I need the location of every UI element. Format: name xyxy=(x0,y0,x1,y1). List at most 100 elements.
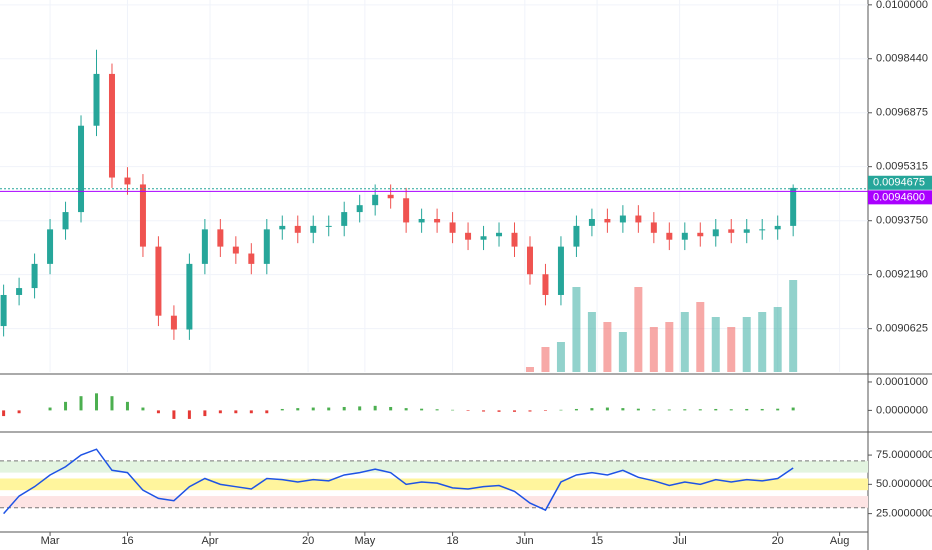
candle-body xyxy=(0,294,7,327)
x-tick-label: Mar xyxy=(41,535,60,547)
candle-body xyxy=(604,218,611,223)
histogram-bar xyxy=(17,410,21,414)
x-tick-label: Aug xyxy=(830,535,850,547)
volume-bar xyxy=(680,312,689,372)
volume-bar xyxy=(649,327,658,372)
histogram-bar xyxy=(280,408,284,411)
histogram-bar xyxy=(373,405,377,411)
volume-bar xyxy=(742,317,751,372)
y-tick-label: 0.0098440 xyxy=(876,53,928,65)
candle-body xyxy=(16,288,23,295)
histogram-bar xyxy=(249,410,253,414)
x-tick-label: 15 xyxy=(591,535,603,547)
volume-bar xyxy=(634,287,643,372)
candle-body xyxy=(62,212,69,230)
histogram-bar xyxy=(187,410,191,419)
x-tick-label: 16 xyxy=(121,535,133,547)
histogram-bar xyxy=(358,406,362,411)
candle-body xyxy=(403,198,410,223)
candle-body xyxy=(418,218,425,223)
x-tick-label: May xyxy=(354,535,375,547)
candle-body xyxy=(232,246,239,254)
histogram-bar xyxy=(776,408,780,411)
candle-body xyxy=(341,212,348,226)
candle-body xyxy=(697,232,704,237)
histogram-bar xyxy=(590,408,594,411)
histogram-bar xyxy=(435,409,439,411)
histogram-bar xyxy=(528,410,532,412)
candle-body xyxy=(728,229,735,233)
histogram-bar xyxy=(404,408,408,411)
histogram-bar xyxy=(497,410,501,412)
y-tick-label: 25.0000000 xyxy=(876,508,932,520)
histogram-bar xyxy=(125,401,129,411)
y-tick-label: 0.0001000 xyxy=(876,376,928,388)
x-tick-label: 20 xyxy=(772,535,784,547)
candle-body xyxy=(217,229,224,247)
candle-body xyxy=(356,205,363,213)
volume-bar xyxy=(711,317,720,372)
histogram-bar xyxy=(559,409,563,411)
volume-bar xyxy=(587,312,596,372)
histogram-bar xyxy=(451,409,455,411)
y-tick-label: 50.0000000 xyxy=(876,478,932,490)
histogram-bar xyxy=(760,408,764,411)
x-tick-label: 18 xyxy=(446,535,458,547)
candle-body xyxy=(465,232,472,240)
candle-body xyxy=(774,225,781,230)
candle-body xyxy=(712,229,719,237)
histogram-bar xyxy=(2,410,6,417)
histogram-bar xyxy=(203,410,207,417)
candle-body xyxy=(372,194,379,206)
y-tick-label: 0.0100000 xyxy=(876,0,928,11)
histogram-bar xyxy=(265,410,269,414)
candle-body xyxy=(759,229,766,231)
volume-bar xyxy=(541,347,550,372)
candle-body xyxy=(186,263,193,330)
histogram-bar xyxy=(64,401,68,411)
candle-body xyxy=(124,177,131,185)
volume-bar xyxy=(618,332,627,372)
candle-body xyxy=(666,232,673,240)
volume-bar xyxy=(758,312,767,372)
histogram-bar xyxy=(311,407,315,411)
candle-body xyxy=(325,225,332,227)
candle-body xyxy=(78,125,85,213)
candle-body xyxy=(279,225,286,230)
volume-bar xyxy=(727,327,736,372)
histogram-bar xyxy=(234,410,238,414)
candle-body xyxy=(573,225,580,247)
price-tag xyxy=(868,175,932,190)
candle-body xyxy=(542,274,549,295)
histogram-bar xyxy=(218,410,222,414)
histogram-bar xyxy=(698,409,702,411)
volume-bar xyxy=(696,302,705,372)
price-tag-label: 0.0094600 xyxy=(873,191,925,203)
candle-body xyxy=(790,187,797,226)
candle-body xyxy=(310,225,317,233)
price-tag-label: 0.0094675 xyxy=(873,177,925,189)
histogram-bar xyxy=(683,409,687,411)
volume-bar xyxy=(525,367,534,372)
candle-body xyxy=(387,194,394,199)
candle-body xyxy=(93,73,100,126)
histogram-bar xyxy=(482,410,486,412)
histogram-bar xyxy=(327,407,331,411)
candle-body xyxy=(496,232,503,237)
candle-body xyxy=(170,315,177,330)
histogram-bar xyxy=(729,409,733,411)
histogram-bar xyxy=(791,407,795,411)
y-tick-label: 0.0095315 xyxy=(876,161,928,173)
histogram-bar xyxy=(652,409,656,411)
y-tick-label: 0.0096875 xyxy=(876,107,928,119)
histogram-bar xyxy=(636,408,640,411)
price-tag xyxy=(868,190,932,205)
candle-body xyxy=(47,229,54,264)
histogram-bar xyxy=(745,408,749,411)
x-tick-label: Jul xyxy=(673,535,687,547)
candle-body xyxy=(588,218,595,226)
y-tick-label: 0.0092190 xyxy=(876,269,928,281)
y-tick-label: 0.0090625 xyxy=(876,323,928,335)
x-tick-label: 20 xyxy=(302,535,314,547)
